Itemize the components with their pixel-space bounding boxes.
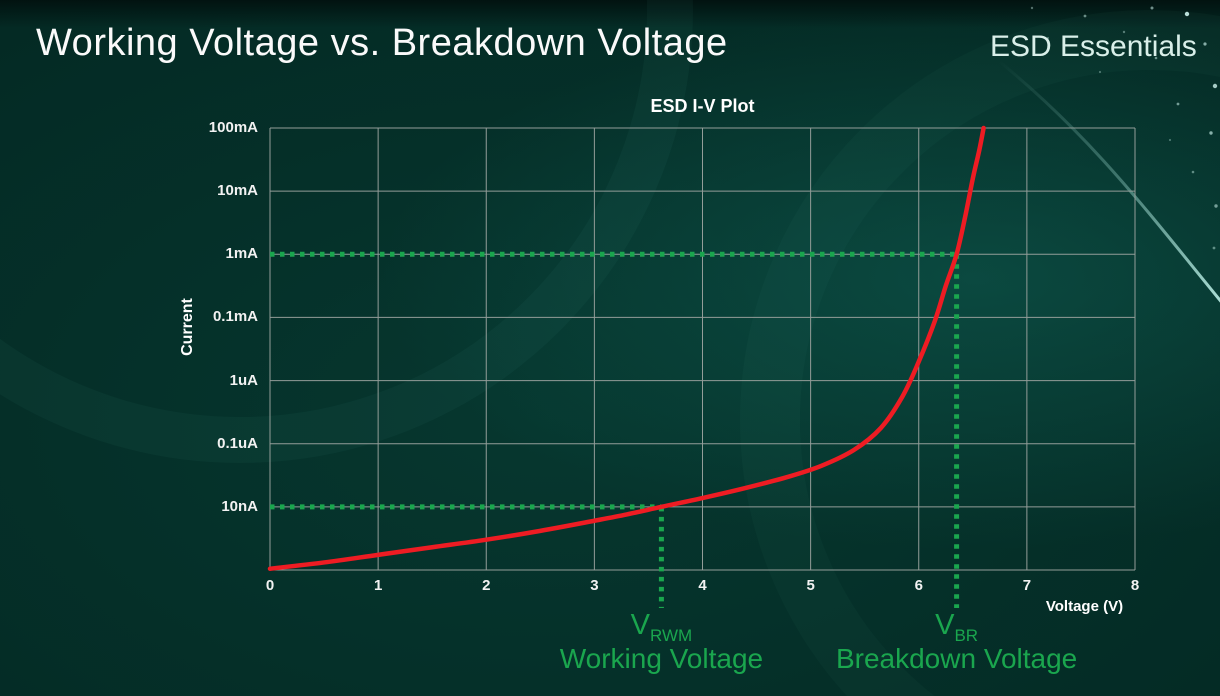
decor-swoosh (999, 60, 1220, 303)
iv-curve (267, 125, 986, 571)
decor-sparkles (1030, 6, 1218, 250)
decor-arc (0, 0, 693, 463)
